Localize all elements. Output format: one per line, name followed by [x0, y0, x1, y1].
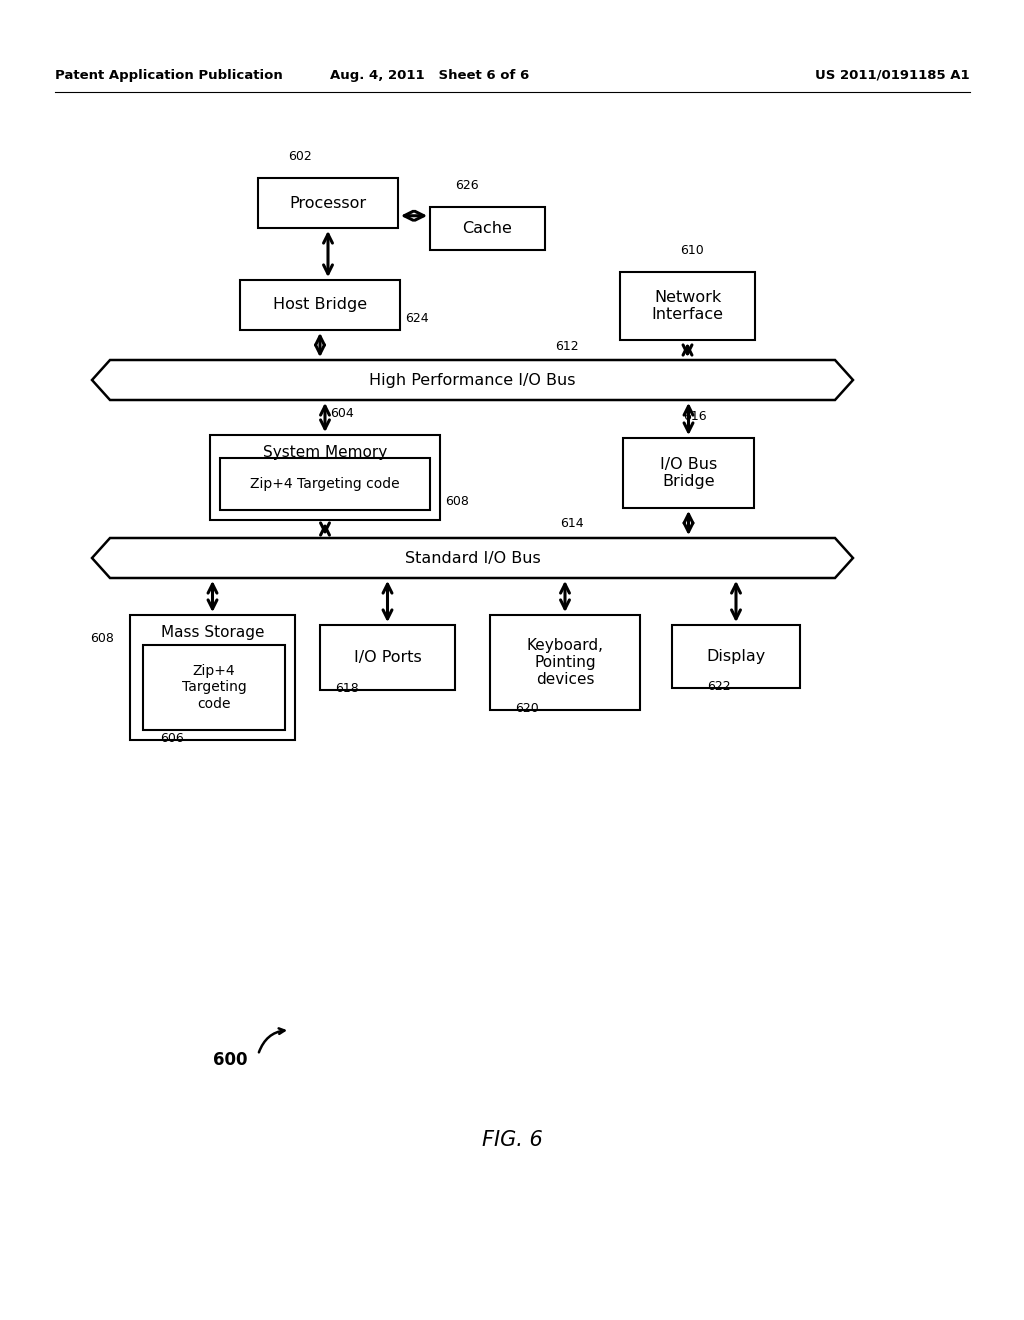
Text: Processor: Processor: [290, 195, 367, 210]
Bar: [143, 645, 285, 730]
Text: FIG. 6: FIG. 6: [481, 1130, 543, 1150]
Text: 612: 612: [555, 341, 579, 352]
Bar: [258, 178, 398, 228]
Bar: [240, 280, 400, 330]
Text: Host Bridge: Host Bridge: [273, 297, 367, 313]
Text: I/O Ports: I/O Ports: [353, 649, 421, 665]
Text: Keyboard,
Pointing
devices: Keyboard, Pointing devices: [526, 638, 603, 688]
Bar: [210, 436, 440, 520]
Text: Standard I/O Bus: Standard I/O Bus: [404, 550, 541, 565]
Text: Network
Interface: Network Interface: [651, 290, 724, 322]
Bar: [319, 624, 455, 690]
Text: Cache: Cache: [463, 220, 512, 236]
Text: I/O Bus
Bridge: I/O Bus Bridge: [659, 457, 717, 490]
Text: 618: 618: [335, 682, 358, 696]
Text: High Performance I/O Bus: High Performance I/O Bus: [370, 372, 575, 388]
Text: Zip+4
Targeting
code: Zip+4 Targeting code: [181, 664, 247, 710]
Polygon shape: [92, 539, 853, 578]
Text: 626: 626: [455, 180, 478, 191]
Text: 602: 602: [288, 150, 311, 162]
Text: 614: 614: [560, 517, 584, 531]
Bar: [430, 207, 545, 249]
Text: 604: 604: [330, 407, 353, 420]
Text: Zip+4 Targeting code: Zip+4 Targeting code: [250, 477, 399, 491]
Bar: [130, 615, 295, 741]
Text: 610: 610: [680, 244, 703, 257]
Text: 608: 608: [445, 495, 469, 508]
Text: Patent Application Publication: Patent Application Publication: [55, 69, 283, 82]
Bar: [220, 458, 430, 510]
Text: 616: 616: [683, 411, 707, 422]
Text: 622: 622: [707, 680, 731, 693]
Text: Display: Display: [707, 649, 766, 664]
Text: Mass Storage: Mass Storage: [161, 624, 264, 639]
Text: System Memory: System Memory: [263, 445, 387, 459]
Bar: [672, 624, 800, 688]
Bar: [623, 438, 754, 508]
Text: US 2011/0191185 A1: US 2011/0191185 A1: [815, 69, 970, 82]
Text: 620: 620: [515, 702, 539, 715]
Text: 606: 606: [160, 733, 183, 744]
Text: 624: 624: [406, 312, 429, 325]
Text: 608: 608: [90, 632, 114, 645]
Polygon shape: [92, 360, 853, 400]
Text: 600: 600: [213, 1051, 248, 1069]
Text: Aug. 4, 2011   Sheet 6 of 6: Aug. 4, 2011 Sheet 6 of 6: [331, 69, 529, 82]
Bar: [490, 615, 640, 710]
Bar: [620, 272, 755, 341]
